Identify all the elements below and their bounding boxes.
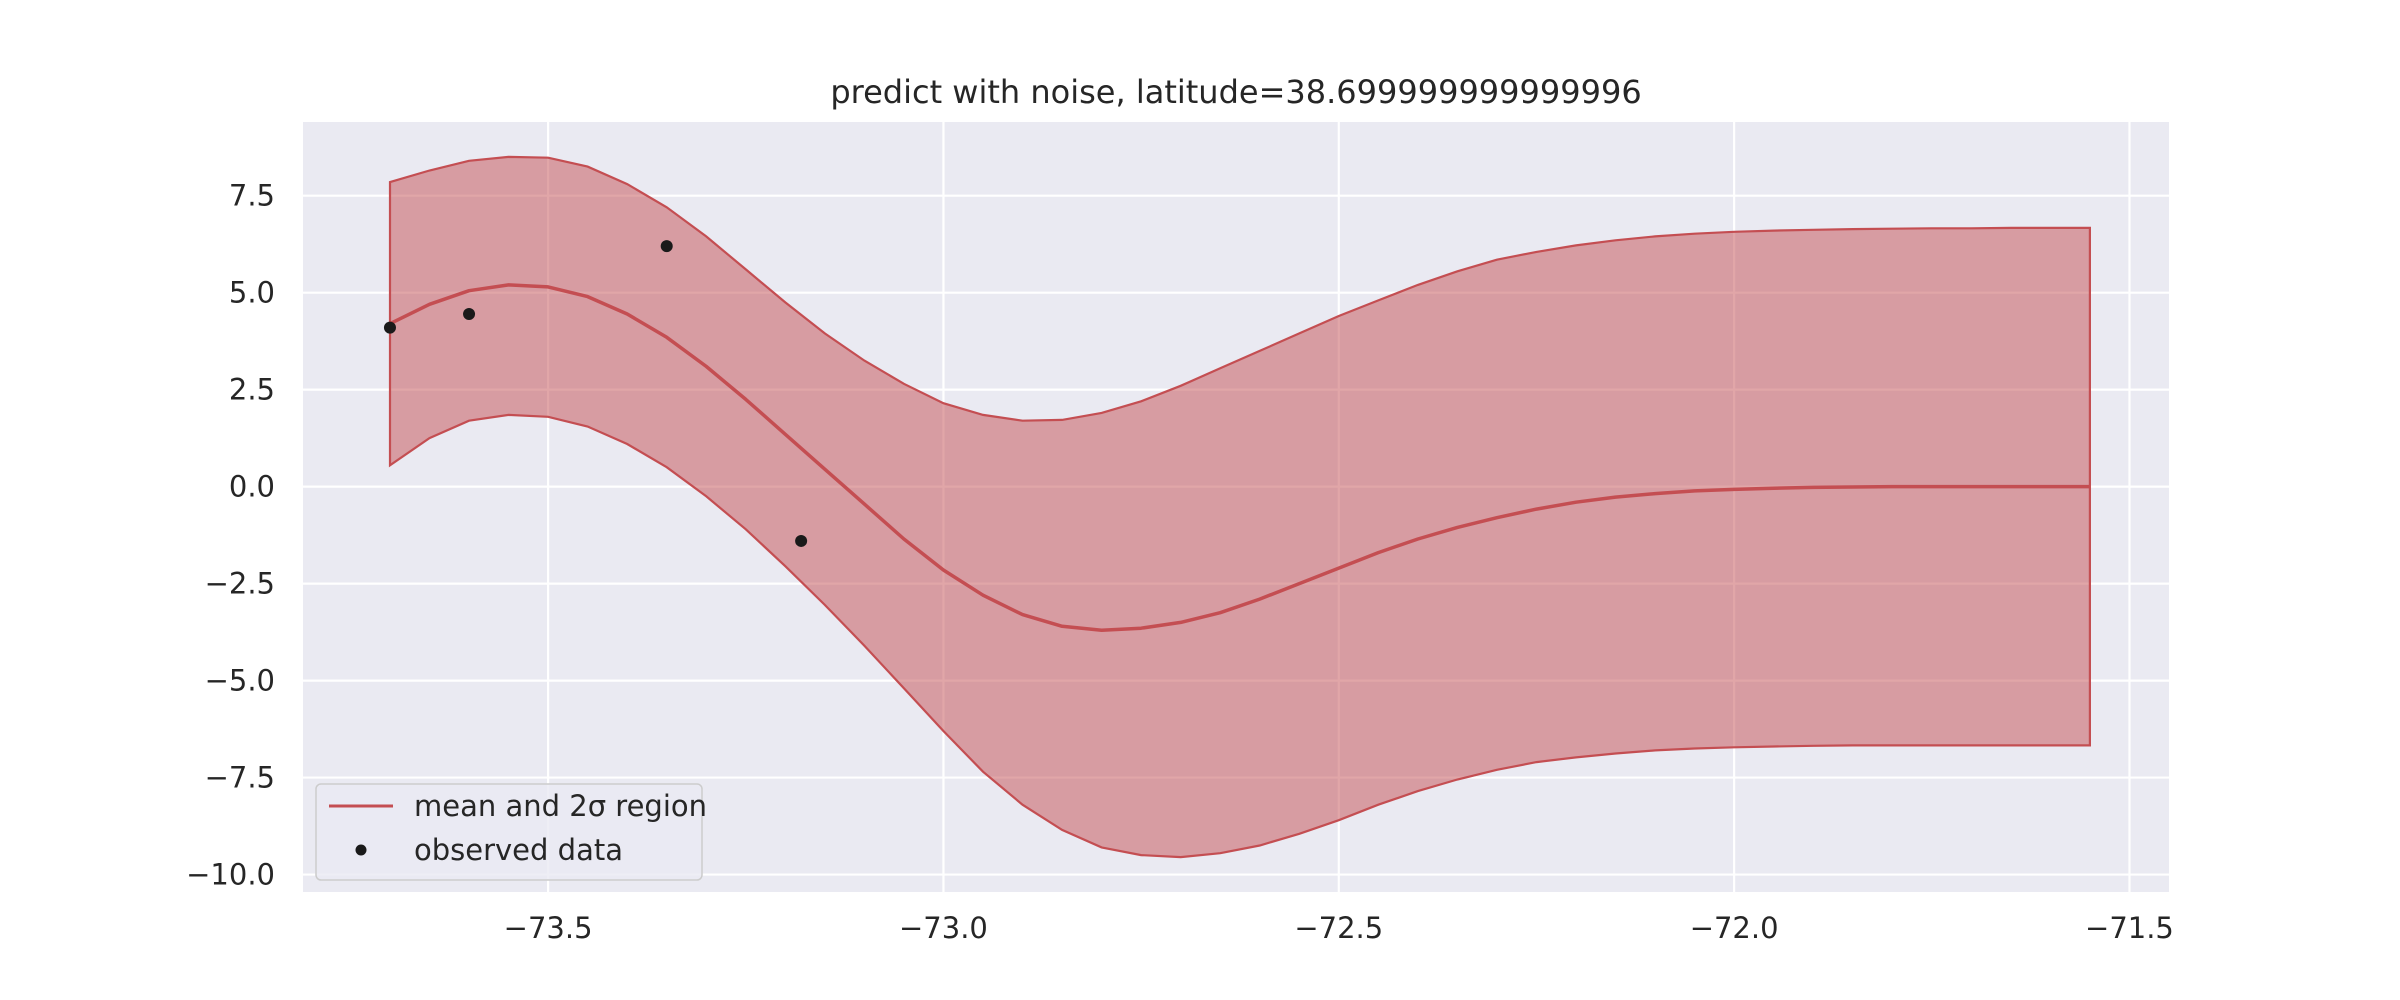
x-tick-label: −71.5 [2085, 911, 2174, 945]
legend: mean and 2σ region observed data [315, 783, 707, 881]
y-tick-label: −2.5 [205, 567, 275, 601]
observed-point [660, 240, 673, 253]
y-tick-label: −7.5 [205, 761, 275, 795]
chart-title: predict with noise, latitude=38.69999999… [830, 73, 1641, 111]
x-tick-label: −72.5 [1294, 911, 1383, 945]
y-axis-ticks: 7.5 5.0 2.5 0.0 −2.5 −5.0 −7.5 −10.0 [186, 179, 275, 892]
x-tick-label: −73.5 [504, 911, 593, 945]
y-tick-label: −10.0 [186, 858, 275, 892]
legend-label-mean: mean and 2σ region [414, 789, 707, 823]
observed-point [383, 321, 396, 334]
y-tick-label: 5.0 [229, 276, 275, 310]
y-tick-label: 0.0 [229, 470, 275, 504]
observed-point [795, 534, 808, 547]
observed-point [463, 308, 476, 321]
mean-line [389, 283, 2090, 632]
legend-box [315, 783, 703, 881]
legend-label-observed: observed data [414, 833, 623, 867]
series-layer [383, 155, 2091, 859]
x-axis-ticks: −73.5 −73.0 −72.5 −72.0 −71.5 [504, 911, 2174, 945]
x-tick-label: −72.0 [1690, 911, 1779, 945]
confidence-band [388, 155, 2091, 859]
y-tick-label: 2.5 [229, 373, 275, 407]
y-tick-label: 7.5 [229, 179, 275, 213]
y-tick-label: −5.0 [205, 664, 275, 698]
legend-observed-point-marker [355, 844, 367, 856]
x-tick-label: −73.0 [899, 911, 988, 945]
